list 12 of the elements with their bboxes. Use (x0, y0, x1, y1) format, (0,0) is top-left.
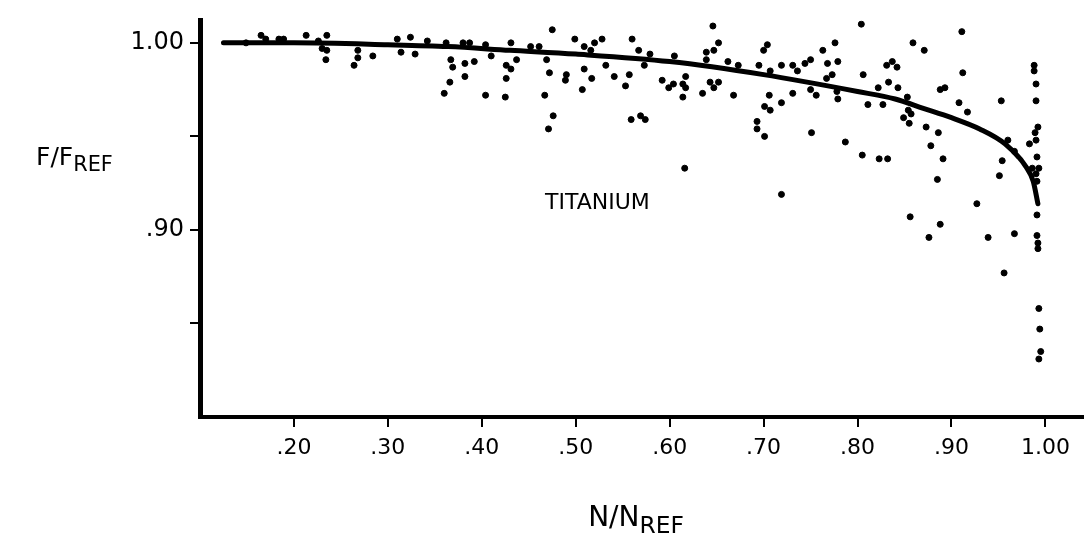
x-tick-label: .50 (558, 433, 594, 459)
x-tick-label: .80 (840, 433, 876, 459)
x-tick-label: 1.00 (1020, 433, 1070, 459)
x-tick-label: .70 (746, 433, 782, 459)
x-tick-label: .30 (370, 433, 406, 459)
y-axis-title: F/F$_{REF}$ (36, 142, 113, 176)
annotation: TITANIUM (543, 188, 650, 214)
x-tick-label: .60 (652, 433, 688, 459)
x-tick-label: .90 (933, 433, 969, 459)
x-tick-label: .40 (464, 433, 500, 459)
x-tick-label: .20 (276, 433, 312, 459)
x-axis-title: N/N$_{REF}$ (587, 500, 685, 539)
